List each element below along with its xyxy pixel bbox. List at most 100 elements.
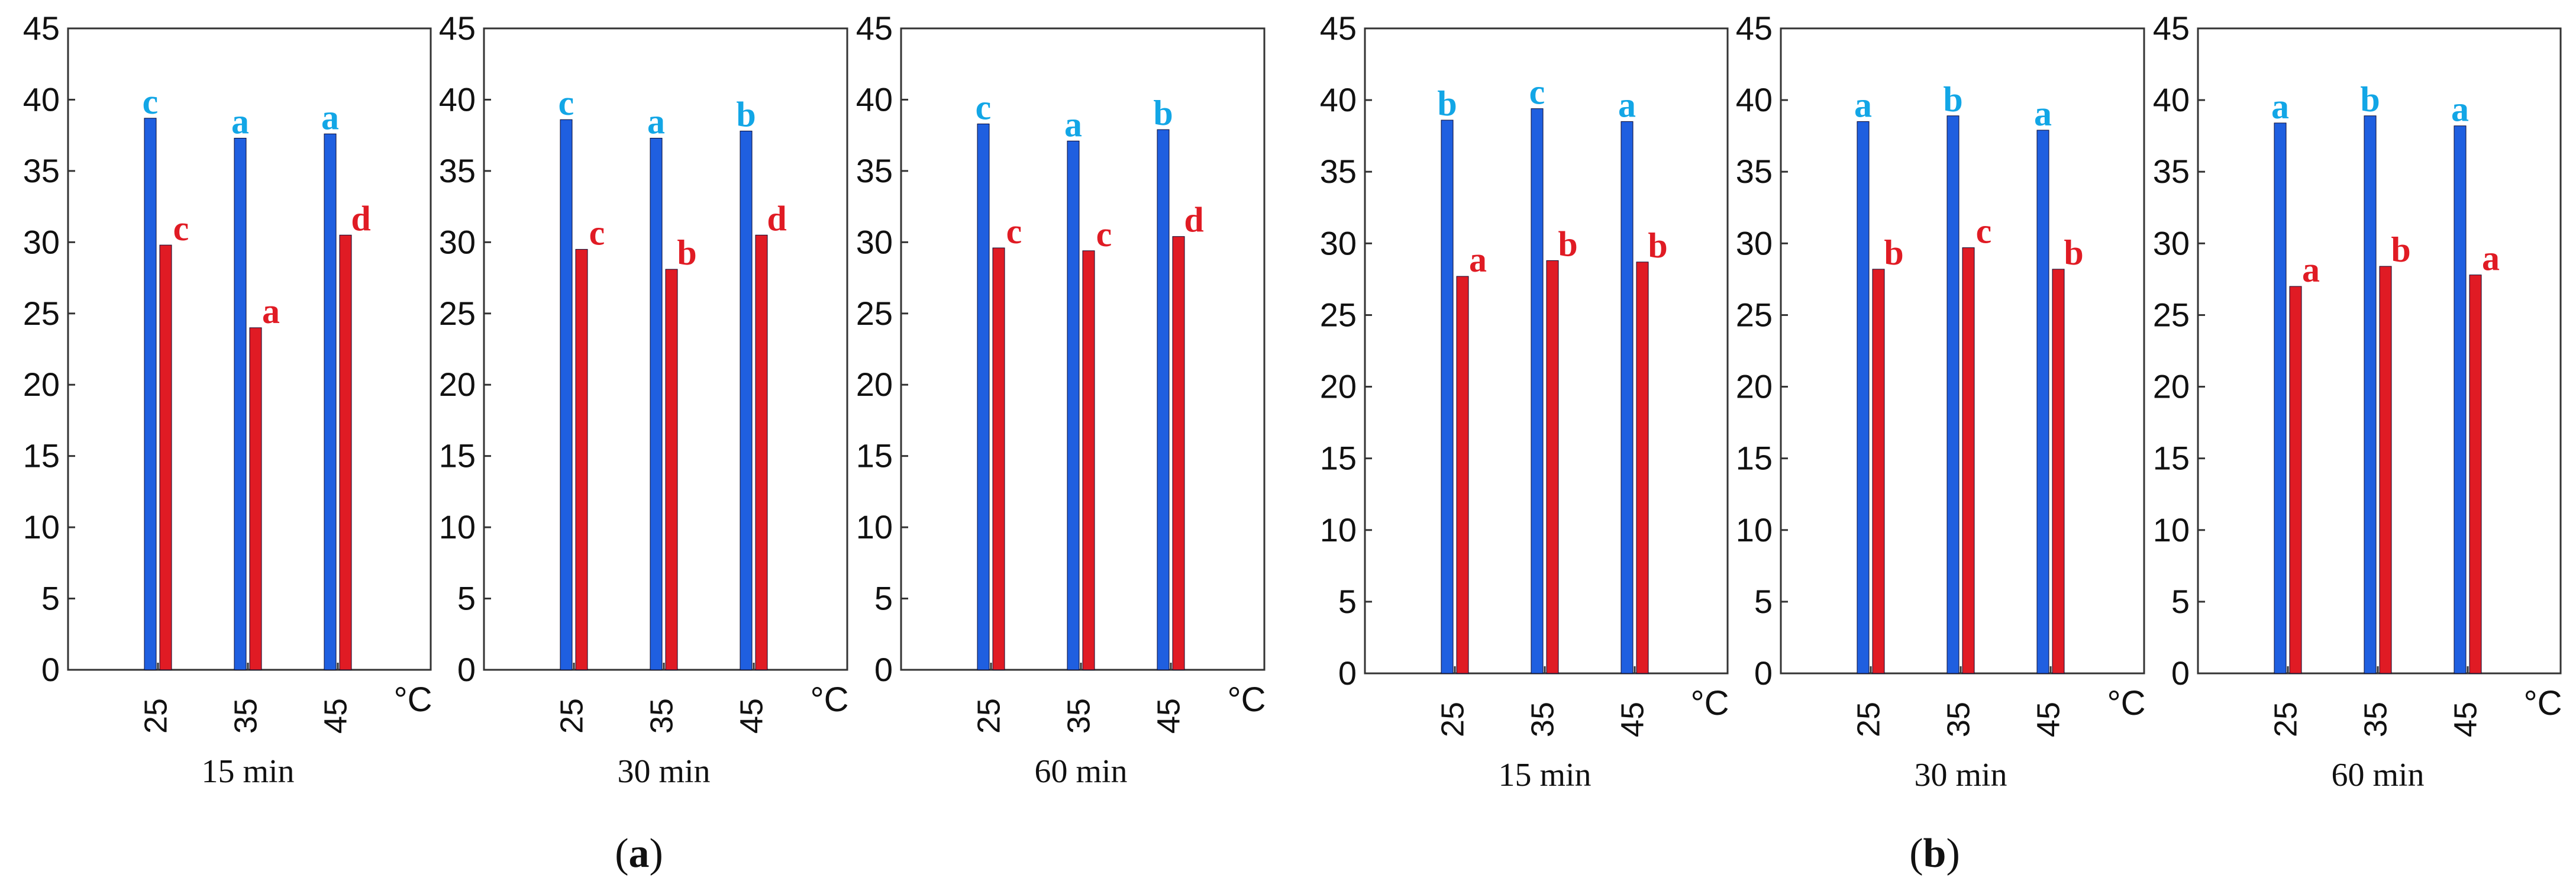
y-tick-label: 25 [856, 295, 893, 332]
x-tick-label: 25 [1435, 702, 1470, 737]
x-tick-label: 25 [138, 698, 173, 734]
y-tick-label: 25 [439, 295, 476, 332]
chart-panel-b-1: 0 5 10 15 20 25 30 35 40 45 b a 25 c b 35 a b 45 °C 15 min [1320, 9, 1729, 793]
y-tick-label: 30 [856, 223, 893, 260]
y-tick-label: 10 [856, 508, 893, 546]
x-tick-label: 45 [1615, 702, 1650, 737]
y-tick-label: 5 [1338, 583, 1357, 620]
y-tick-label: 40 [23, 80, 60, 118]
y-tick-label: 20 [856, 366, 893, 403]
significance-letter-red: b [1648, 226, 1667, 265]
y-tick-label: 15 [1320, 440, 1357, 477]
bar-blue [740, 130, 753, 670]
significance-letter-red: b [1884, 233, 1903, 272]
significance-letter-red: a [2302, 250, 2320, 289]
significance-letter-red: a [2482, 239, 2500, 278]
y-tick-label: 35 [1320, 153, 1357, 190]
chart-panel-a-1: 0 5 10 15 20 25 30 35 40 45 c c 25 a a 35 a d 45 °C 15 min [23, 9, 432, 790]
significance-letter-red: a [1469, 240, 1487, 279]
x-tick-label: 25 [1851, 702, 1886, 737]
y-tick-label: 20 [1320, 368, 1357, 405]
y-tick-label: 25 [1736, 296, 1773, 333]
significance-letter-red: b [1558, 224, 1577, 263]
y-tick-label: 5 [457, 580, 476, 617]
bar-blue [1067, 140, 1080, 670]
significance-letter-red: c [1976, 212, 1992, 251]
x-tick-label: 45 [318, 698, 353, 734]
panel-tag-a: (a) [615, 831, 663, 876]
y-tick-label: 35 [23, 152, 60, 189]
x-tick-label: 45 [1151, 698, 1186, 734]
bar-blue [1441, 120, 1454, 674]
x-tick-label: 35 [1525, 702, 1560, 737]
panel-caption: 15 min [201, 753, 294, 790]
x-tick-label: 25 [554, 698, 589, 734]
y-tick-label: 5 [874, 580, 893, 617]
panel-caption: 15 min [1498, 757, 1591, 793]
significance-letter-blue: c [559, 83, 574, 122]
chart-panels: 0 5 10 15 20 25 30 35 40 45 c c 25 a a 35 a d 45 °C 15 min 0 5… [23, 9, 2562, 793]
y-tick-label: 10 [1736, 511, 1773, 549]
y-tick-label: 10 [1320, 511, 1357, 549]
significance-letter-blue: a [647, 102, 665, 141]
significance-letter-red: a [262, 292, 280, 331]
bar-red [1636, 262, 1649, 674]
bar-red [1456, 276, 1469, 674]
y-tick-label: 10 [2153, 511, 2190, 549]
y-tick-label: 30 [1736, 224, 1773, 262]
y-tick-label: 45 [23, 9, 60, 47]
bar-blue [2036, 130, 2049, 674]
panel-tag-a-close: ) [650, 831, 663, 876]
y-tick-label: 45 [2153, 9, 2190, 47]
x-tick-label: 45 [2031, 702, 2066, 737]
significance-letter-red: c [1006, 212, 1022, 251]
bar-red [755, 234, 768, 670]
panel-tag-a-open: ( [615, 831, 628, 876]
significance-letter-blue: a [231, 102, 249, 141]
significance-letter-blue: b [736, 95, 756, 134]
significance-letter-red: b [2391, 230, 2410, 269]
y-tick-label: 40 [1736, 81, 1773, 118]
bar-blue [144, 118, 157, 670]
significance-letter-blue: a [1618, 85, 1636, 124]
x-unit-label: °C [810, 680, 848, 719]
x-unit-label: °C [393, 680, 432, 719]
significance-letter-red: c [173, 209, 189, 248]
y-tick-label: 15 [2153, 440, 2190, 477]
x-tick-label: 25 [2268, 702, 2303, 737]
bar-red [2469, 275, 2482, 674]
significance-letter-blue: a [321, 98, 339, 137]
y-tick-label: 20 [23, 366, 60, 403]
significance-letter-blue: b [1943, 80, 1962, 119]
bar-blue [1531, 108, 1544, 674]
y-tick-label: 15 [439, 437, 476, 475]
y-tick-label: 5 [2171, 583, 2190, 620]
x-tick-label: 35 [1941, 702, 1976, 737]
y-tick-label: 5 [41, 580, 60, 617]
y-tick-label: 30 [23, 223, 60, 260]
y-tick-label: 45 [856, 9, 893, 47]
x-tick-label: 45 [2448, 702, 2483, 737]
bar-blue [2454, 125, 2467, 674]
bar-red [665, 269, 678, 670]
y-tick-label: 15 [856, 437, 893, 475]
panel-tag-b-letter: b [1923, 831, 1946, 876]
y-tick-label: 40 [1320, 81, 1357, 118]
bar-blue [1857, 121, 1870, 674]
y-tick-label: 0 [874, 651, 893, 688]
y-tick-label: 45 [1320, 9, 1357, 47]
bar-blue [2274, 122, 2287, 674]
bar-blue [324, 133, 337, 670]
y-tick-label: 5 [1754, 583, 1773, 620]
significance-letter-red: d [1184, 201, 1203, 240]
significance-letter-red: b [2064, 233, 2083, 272]
y-tick-label: 40 [856, 80, 893, 118]
panel-tag-b: (b) [1909, 831, 1960, 876]
bar-blue [1157, 129, 1170, 670]
x-tick-label: 35 [2358, 702, 2393, 737]
bar-red [1172, 236, 1185, 670]
y-tick-label: 45 [439, 9, 476, 47]
y-tick-label: 30 [439, 223, 476, 260]
panel-tag-a-letter: a [629, 831, 650, 876]
